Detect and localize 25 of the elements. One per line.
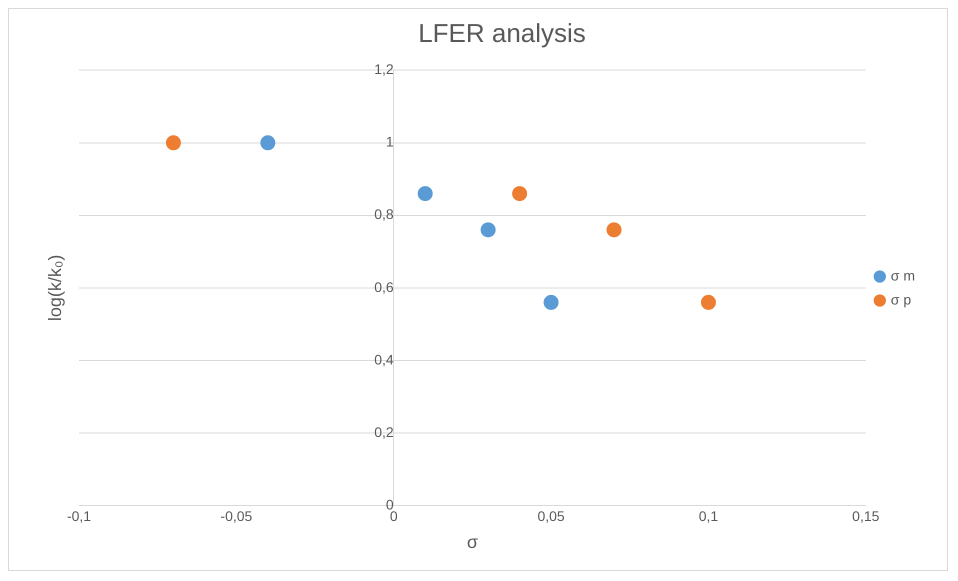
point: [700, 294, 716, 310]
y-tick-label: 1,2: [374, 61, 394, 78]
legend-label: σ m: [890, 267, 916, 284]
point: [512, 186, 528, 202]
y-tick-label: 0,6: [374, 278, 394, 295]
x-tick-label: 0,05: [537, 508, 565, 524]
y-tick-label: 0,8: [374, 206, 394, 222]
point: [260, 135, 276, 150]
point: [606, 222, 622, 238]
x-tick-label: -0,05: [220, 508, 253, 524]
legend-label: σ p: [890, 291, 912, 308]
chart-title: LFER analysis: [418, 18, 586, 48]
y-tick-label: 0,4: [374, 351, 394, 368]
x-tick-label: 0,1: [698, 508, 718, 524]
point: [418, 186, 433, 202]
point: [166, 135, 181, 150]
y-tick-label: 0,2: [374, 424, 394, 440]
x-axis-title: σ: [466, 532, 478, 552]
y-tick-label: 0: [386, 496, 394, 512]
x-tick-label: 0,15: [852, 508, 880, 524]
y-tick-label: 1: [386, 134, 394, 150]
point: [544, 294, 559, 310]
x-tick-label: -0,1: [66, 508, 92, 524]
point: [480, 222, 496, 238]
y-axis-title: log(k/k₀): [44, 254, 65, 322]
